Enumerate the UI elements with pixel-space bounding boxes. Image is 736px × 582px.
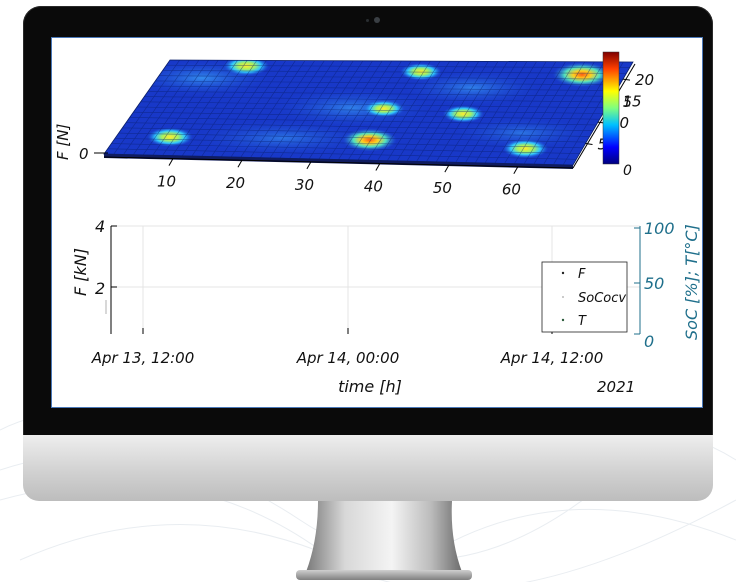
y-right-tick: 0	[644, 332, 654, 351]
x-tick-label: 60	[502, 181, 521, 199]
monitor-screen: 10 20 30 40 50 60 5 10 15 20 F [N] 0 5 0 4 2 F […	[51, 37, 703, 408]
mesh-line	[136, 106, 604, 114]
x-tick: Apr 14, 12:00	[500, 349, 604, 367]
y-axis-label: F [kN]	[71, 248, 90, 296]
legend-box	[541, 261, 628, 333]
y-tick-mark	[585, 143, 593, 146]
surface-z-label: F [N]	[54, 124, 72, 160]
mesh-line	[144, 96, 610, 103]
series-F-point	[105, 300, 107, 314]
y-tick-label: 5	[598, 136, 608, 154]
legend-marker-F	[561, 271, 565, 275]
mesh-line	[133, 111, 600, 120]
x-tick: Apr 14, 00:00	[296, 349, 400, 367]
mesh-line	[151, 85, 617, 91]
mesh-line	[166, 64, 630, 69]
mesh-line	[125, 122, 594, 131]
x-tick-mark	[168, 158, 174, 166]
x-tick-label: 10	[157, 173, 176, 191]
x-tick-mark	[237, 159, 243, 168]
mesh-line	[118, 132, 587, 143]
mesh-line	[147, 91, 614, 97]
y-tick: 2	[95, 279, 105, 298]
y-tick-mark	[622, 78, 631, 81]
legend: F SoCocv T	[541, 261, 628, 333]
colorbar-tick: 0	[623, 163, 632, 179]
x-tick-label: 20	[226, 174, 245, 192]
legend-label: T	[578, 314, 587, 329]
x-tick-mark	[306, 161, 312, 170]
surface-hotspot	[442, 105, 484, 123]
y-right-axis-label: SoC [%]; T[°C]	[682, 224, 701, 340]
x-tick: Apr 13, 12:00	[91, 349, 195, 367]
colorbar: 5 0	[602, 51, 632, 179]
x-tick-label: 30	[295, 176, 314, 194]
y-tick: 4	[95, 217, 105, 236]
y-tick-label: 15	[623, 93, 642, 111]
mesh-line	[158, 75, 624, 80]
x-axis-label: time [h]	[338, 377, 402, 396]
x-tick-mark	[513, 166, 519, 174]
y-tick-label: 20	[635, 71, 654, 89]
x-tick-mark	[444, 164, 450, 173]
legend-marker-T	[561, 318, 565, 322]
x-tick-mark	[375, 163, 381, 171]
time-plot: 4 2 F [kN] 100 50 0 SoC [%]; T[°C] Apr 1…	[71, 217, 701, 396]
sensor-dot	[366, 19, 369, 22]
mesh-line	[107, 148, 577, 160]
legend-marker-SoCocv	[562, 296, 564, 298]
x-tick-label: 50	[433, 179, 452, 197]
mesh-line	[111, 143, 580, 154]
x-tick-label: 40	[364, 177, 383, 195]
webcam-icon	[374, 17, 380, 23]
mesh-line	[162, 70, 627, 74]
mesh-line	[122, 127, 590, 137]
y-right-tick: 50	[644, 274, 664, 293]
x-secondary-label: 2021	[597, 378, 635, 396]
legend-label: F	[578, 267, 586, 282]
surface-plot	[103, 59, 634, 169]
y-right-tick: 100	[644, 219, 675, 238]
monitor-chin	[23, 435, 713, 501]
colorbar-tick: 5	[623, 95, 632, 111]
surface-z-tick: 0	[79, 145, 89, 163]
legend-label: SoCocv	[578, 291, 626, 306]
mesh-line	[114, 138, 584, 149]
mesh-line	[129, 117, 597, 126]
colorbar-gradient	[602, 51, 620, 165]
surface-hotspot	[552, 62, 612, 88]
mesh-line	[140, 101, 607, 109]
surface-hotspot	[342, 128, 397, 152]
mesh-line	[155, 80, 620, 86]
surface-hotspot	[400, 63, 442, 81]
surface-hotspot	[502, 138, 549, 159]
surface-hotspot	[363, 99, 405, 118]
